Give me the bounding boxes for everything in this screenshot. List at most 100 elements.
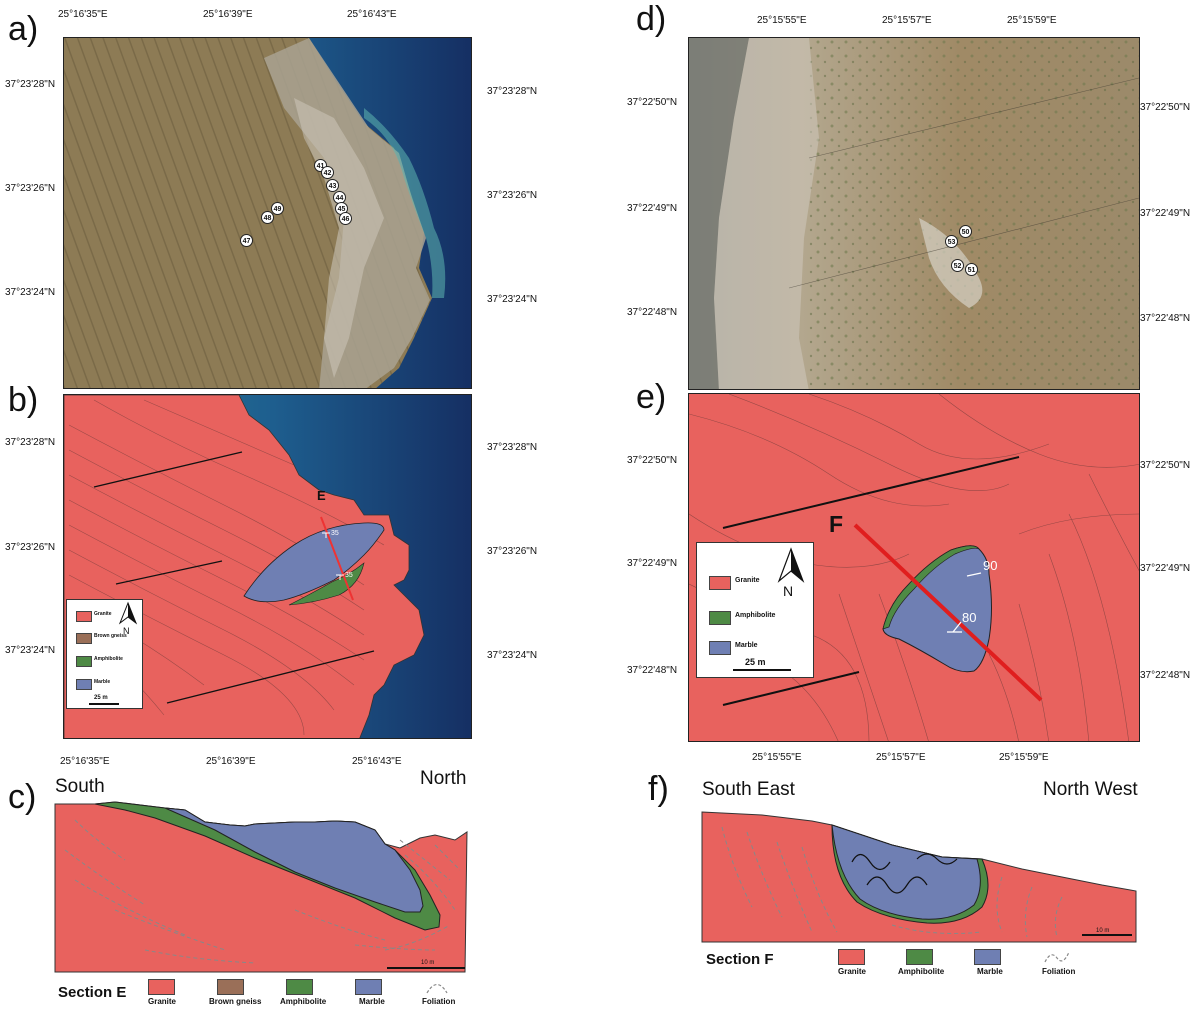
sample-point: 47 [240, 234, 253, 247]
legend-label: Amphibolite [898, 967, 945, 976]
panel-label-b: b) [8, 381, 39, 419]
map-legend-e: Granite Amphibolite Marble N 25 m [696, 542, 814, 678]
lat-label: 37°22'50"N [627, 455, 678, 466]
sample-point: 52 [951, 259, 964, 272]
lon-label: 25°16'35"E [58, 9, 108, 20]
legend-swatch-amphibolite [76, 656, 92, 667]
legend-label: Amphibolite [94, 656, 123, 662]
scale-label: 10 m [1096, 928, 1109, 934]
legend-label: Granite [148, 997, 177, 1006]
sample-point: 46 [339, 212, 352, 225]
lat-label: 37°23'28"N [5, 437, 56, 448]
panel-label-d: d) [636, 0, 667, 38]
section-letter-f: F [829, 511, 844, 537]
panel-label-e: e) [636, 378, 667, 416]
sample-point: 48 [261, 211, 274, 224]
scale-bar [89, 703, 119, 705]
legend-swatch-marble [974, 949, 1001, 965]
legend-label: Marble [735, 642, 758, 649]
legend-label: Brown gneiss [94, 633, 127, 639]
foliation-icon [426, 983, 448, 994]
dip-value: 35 [331, 530, 339, 537]
lon-label: 25°16'43"E [352, 756, 402, 767]
lat-label: 37°23'24"N [487, 650, 538, 661]
legend-swatch-granite [148, 979, 175, 995]
lon-label: 25°15'55"E [757, 15, 807, 26]
lat-label: 37°22'49"N [627, 203, 678, 214]
lat-label: 37°23'26"N [487, 190, 538, 201]
lon-label: 25°15'59"E [1007, 15, 1057, 26]
legend-label: Granite [735, 577, 760, 584]
lat-label: 37°23'24"N [5, 645, 56, 656]
lon-label: 25°16'39"E [203, 9, 253, 20]
legend-label: Granite [94, 611, 112, 617]
dip-value: 35 [345, 572, 353, 579]
foliation-icon [1044, 951, 1070, 963]
legend-swatch-brown-gneiss [217, 979, 244, 995]
lat-label: 37°23'26"N [487, 546, 538, 557]
legend-swatch-marble [709, 641, 731, 655]
lat-label: 37°22'50"N [1140, 102, 1191, 113]
geological-map-b: 35 35 E Granite Brown gneiss Amphibolite… [63, 394, 472, 739]
north-arrow-icon [118, 601, 138, 625]
legend-label: Marble [359, 997, 385, 1006]
lat-label: 37°22'49"N [627, 558, 678, 569]
legend-label: Granite [838, 967, 867, 976]
legend-swatch-granite [709, 576, 731, 590]
aerial-photo-d: 50 53 52 51 [688, 37, 1140, 390]
north-label: N [783, 583, 794, 599]
legend-label: Foliation [1042, 967, 1076, 976]
scale-bar [733, 669, 791, 671]
sample-point: 49 [271, 202, 284, 215]
lat-label: 37°23'26"N [5, 183, 56, 194]
scale-label: 25 m [94, 695, 108, 701]
lat-label: 37°22'48"N [1140, 313, 1191, 324]
legend-label: Amphibolite [735, 612, 776, 619]
lat-label: 37°22'48"N [1140, 670, 1191, 681]
lat-label: 37°23'28"N [5, 79, 56, 90]
geological-map-e: 90 80 F Granite Amphibolite Marble N 25 … [688, 393, 1140, 742]
legend-swatch-brown-gneiss [76, 633, 92, 644]
legend-swatch-granite [838, 949, 865, 965]
cross-section-e: 10 m [54, 801, 468, 973]
direction-right: North West [1043, 779, 1138, 800]
scale-label: 25 m [745, 657, 766, 667]
dip-value: 90 [983, 558, 997, 573]
lat-label: 37°23'24"N [487, 294, 538, 305]
panel-label-f: f) [648, 770, 669, 808]
legend-label: Brown gneiss [209, 997, 262, 1006]
direction-right: North [420, 768, 467, 789]
lat-label: 37°22'50"N [627, 97, 678, 108]
sample-point: 43 [326, 179, 339, 192]
legend-swatch-amphibolite [906, 949, 933, 965]
legend-label: Foliation [422, 997, 456, 1006]
scale-label: 10 m [421, 960, 434, 966]
dip-value: 80 [962, 610, 976, 625]
legend-swatch-granite [76, 611, 92, 622]
section-title-f: Section F [706, 951, 774, 968]
lon-label: 25°15'57"E [876, 752, 926, 763]
north-arrow-icon [777, 547, 805, 583]
lat-label: 37°23'28"N [487, 86, 538, 97]
lon-label: 25°15'57"E [882, 15, 932, 26]
legend-swatch-marble [355, 979, 382, 995]
lat-label: 37°22'49"N [1140, 563, 1191, 574]
legend-swatch-marble [76, 679, 92, 690]
legend-label: Marble [94, 679, 111, 685]
panel-label-c: c) [8, 778, 37, 816]
direction-left: South [55, 776, 105, 797]
direction-left: South East [702, 779, 795, 800]
panel-label-a: a) [8, 10, 39, 48]
sample-point: 42 [321, 166, 334, 179]
lon-label: 25°16'43"E [347, 9, 397, 20]
lon-label: 25°16'35"E [60, 756, 110, 767]
lat-label: 37°23'24"N [5, 287, 56, 298]
lat-label: 37°23'28"N [487, 442, 538, 453]
section-letter-e: E [317, 488, 326, 503]
legend-label: Marble [977, 967, 1003, 976]
lat-label: 37°22'48"N [627, 665, 678, 676]
cross-section-f: 10 m [701, 811, 1137, 943]
lat-label: 37°22'48"N [627, 307, 678, 318]
sample-point: 50 [959, 225, 972, 238]
lon-label: 25°16'39"E [206, 756, 256, 767]
